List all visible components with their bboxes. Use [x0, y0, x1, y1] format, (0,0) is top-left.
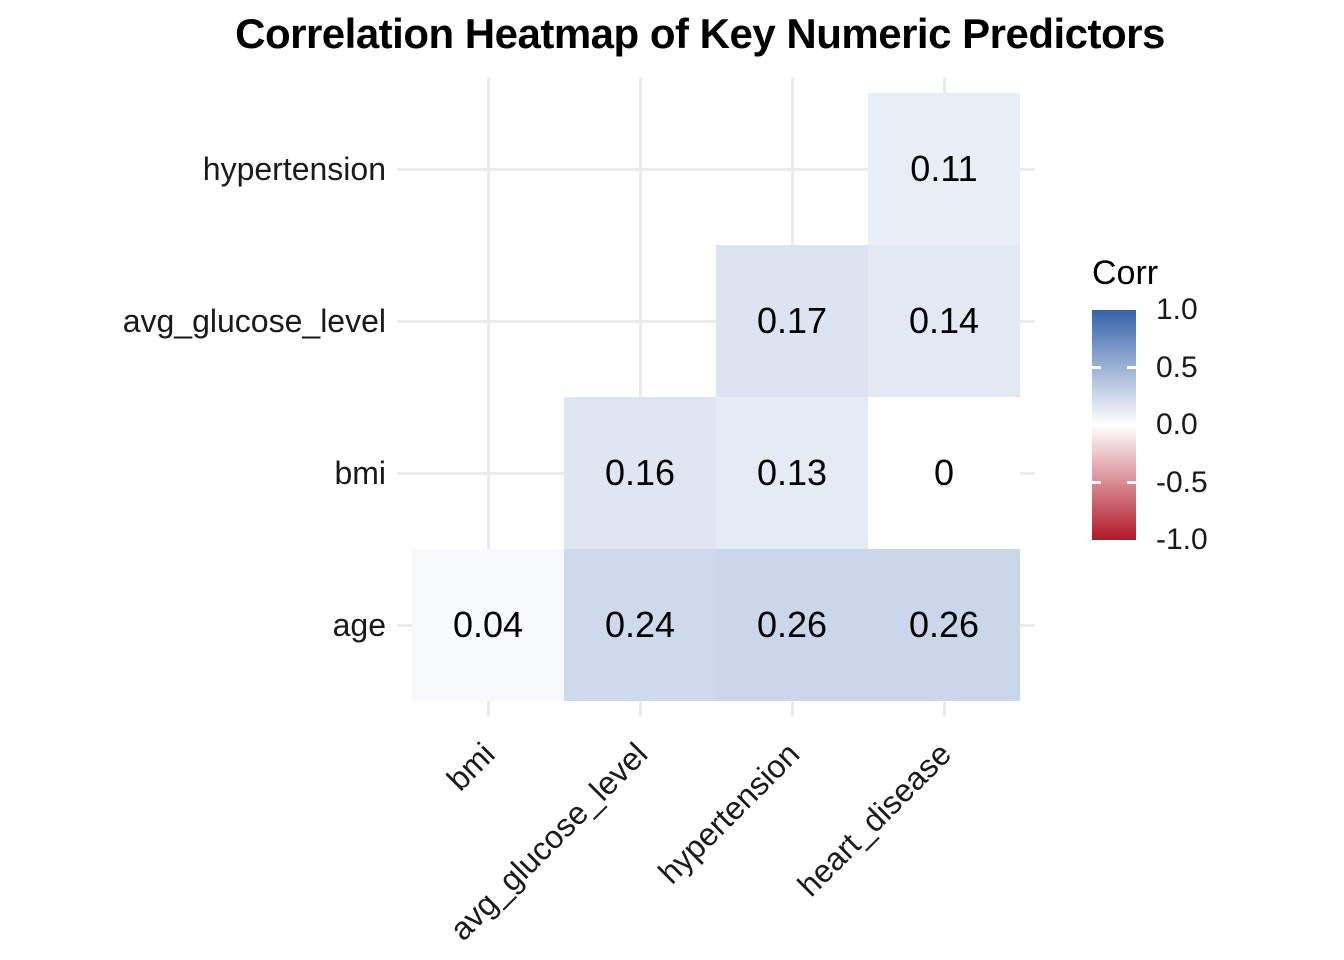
heatmap-cell-bmi-heart_disease: 0 [868, 397, 1020, 549]
chart-title: Correlation Heatmap of Key Numeric Predi… [235, 10, 1165, 57]
x-axis-label-hypertension: hypertension [651, 735, 807, 891]
legend-tick-label--0.5: -0.5 [1156, 465, 1208, 499]
heatmap-cell-bmi-hypertension: 0.13 [716, 397, 868, 549]
heatmap-cell-age-heart_disease: 0.26 [868, 549, 1020, 701]
gridline-horizontal [397, 167, 1035, 171]
x-axis-label-heart_disease: heart_disease [790, 735, 959, 904]
legend-tick-mark [1092, 366, 1101, 369]
heatmap-cell-age-hypertension: 0.26 [716, 549, 868, 701]
gridline-vertical [486, 78, 490, 716]
heatmap-cell-hypertension-heart_disease: 0.11 [868, 93, 1020, 245]
legend-tick-mark [1092, 481, 1101, 484]
y-axis-label-age: age [332, 607, 386, 643]
legend-tick-mark [1127, 366, 1136, 369]
legend-tick-label-0.5: 0.5 [1156, 350, 1198, 384]
legend-tick-label--1.0: -1.0 [1156, 523, 1208, 556]
heatmap-cell-avg_glucose_level-hypertension: 0.17 [716, 245, 868, 397]
y-axis-label-hypertension: hypertension [202, 151, 386, 187]
heatmap-cell-avg_glucose_level-heart_disease: 0.14 [868, 245, 1020, 397]
x-axis-label-bmi: bmi [440, 735, 503, 798]
heatmap-cell-bmi-avg_glucose_level: 0.16 [564, 397, 716, 549]
legend-colorbar [1092, 310, 1136, 540]
legend-tick-label-1.0: 1.0 [1156, 293, 1198, 326]
y-axis-label-avg_glucose_level: avg_glucose_level [122, 303, 386, 339]
legend-tick-mark [1127, 481, 1136, 484]
y-axis-label-bmi: bmi [334, 455, 386, 491]
legend-title: Corr [1092, 254, 1159, 292]
legend-tick-label-0.0: 0.0 [1156, 408, 1198, 441]
heatmap-cell-age-avg_glucose_level: 0.24 [564, 549, 716, 701]
heatmap-cell-age-bmi: 0.04 [412, 549, 564, 701]
